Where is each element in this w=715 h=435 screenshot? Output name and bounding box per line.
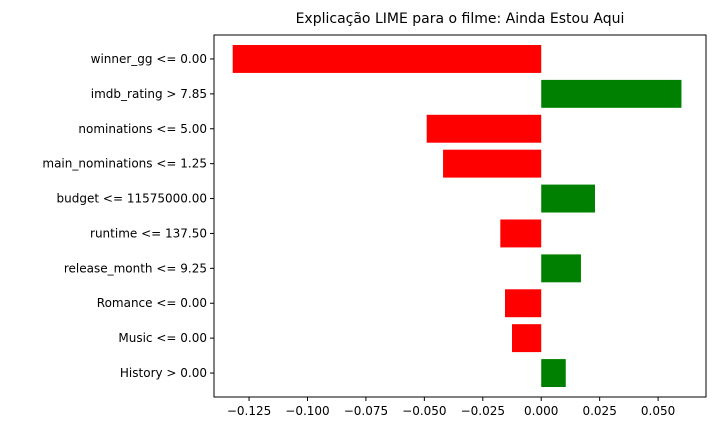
bar [541, 359, 566, 387]
y-tick-label: winner_gg <= 0.00 [91, 52, 207, 66]
x-tick-label: −0.100 [285, 404, 329, 418]
y-tick-label: release_month <= 9.25 [64, 261, 207, 275]
x-tick-label: −0.050 [402, 404, 446, 418]
x-ticks: −0.125 −0.100 −0.075 −0.050 −0.025 0.000 0.025… [227, 397, 675, 418]
bar [443, 149, 542, 178]
bar [512, 324, 542, 353]
y-tick-label: main_nominations <= 1.25 [42, 157, 207, 171]
y-tick-labels: winner_gg <= 0.00 imdb_rating > 7.85 nomin… [42, 52, 214, 380]
bar [500, 219, 542, 248]
y-tick-label: runtime <= 137.50 [90, 226, 207, 240]
y-tick-label: Romance <= 0.00 [97, 296, 207, 310]
x-tick-label: −0.075 [344, 404, 388, 418]
x-tick-label: 0.000 [524, 404, 558, 418]
bar [232, 45, 542, 73]
x-tick-label: −0.125 [227, 404, 271, 418]
bars-group [232, 45, 682, 387]
bar [541, 254, 581, 283]
y-tick-label: History > 0.00 [120, 366, 207, 380]
x-tick-label: 0.025 [582, 404, 616, 418]
plot-frame [213, 34, 707, 398]
y-tick-label: budget <= 11575000.00 [57, 192, 207, 206]
y-tick-label: Music <= 0.00 [118, 331, 207, 345]
chart-title: Explicação LIME para o filme: Ainda Esto… [296, 11, 625, 27]
x-tick-label: −0.025 [461, 404, 505, 418]
bar [504, 289, 542, 318]
bar [541, 184, 595, 213]
bar [541, 79, 682, 108]
y-tick-label: nominations <= 5.00 [78, 122, 207, 136]
y-tick-label: imdb_rating > 7.85 [91, 87, 207, 101]
bar [426, 114, 542, 143]
x-tick-label: 0.050 [641, 404, 675, 418]
